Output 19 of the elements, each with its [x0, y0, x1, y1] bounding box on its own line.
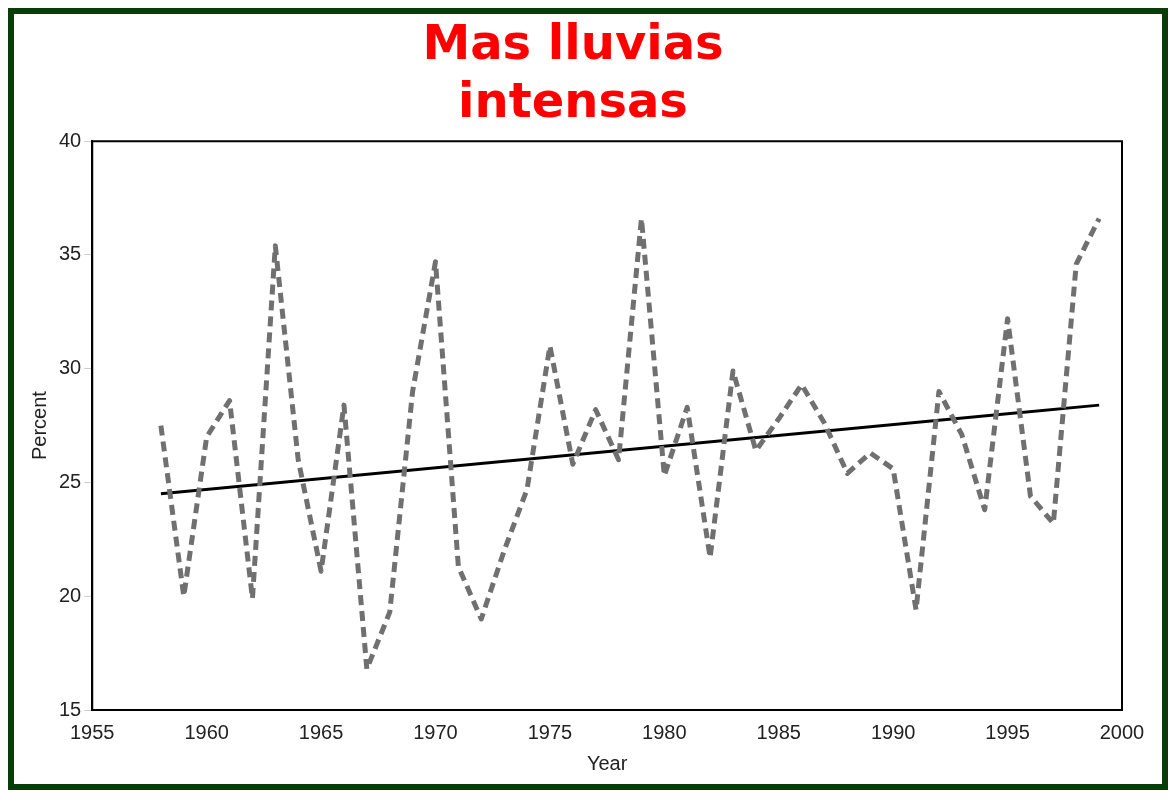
- x-tick-label: 1955: [70, 720, 115, 743]
- y-tick-label: 25: [59, 470, 82, 492]
- x-tick-label: 2000: [1099, 720, 1145, 743]
- y-axis-title: Percent: [27, 390, 50, 461]
- x-tick-label: 1995: [985, 720, 1030, 743]
- y-tick-label: 35: [59, 242, 82, 265]
- x-tick-label: 1985: [756, 720, 801, 743]
- x-tick-label: 1965: [298, 720, 344, 743]
- x-tick-label: 1975: [527, 720, 573, 743]
- x-tick-label: 1990: [870, 720, 916, 743]
- y-tick-label: 30: [59, 356, 82, 379]
- chart-title: Mas lluvias intensas: [422, 14, 724, 128]
- x-tick-label: 1970: [413, 720, 458, 743]
- y-tick-label: 20: [59, 583, 82, 606]
- x-tick-label: 1980: [642, 720, 687, 743]
- y-tick-label: 15: [59, 697, 82, 720]
- x-tick-label: 1960: [184, 720, 229, 743]
- y-tick-label: 40: [59, 128, 82, 151]
- x-axis-title: Year: [586, 751, 628, 774]
